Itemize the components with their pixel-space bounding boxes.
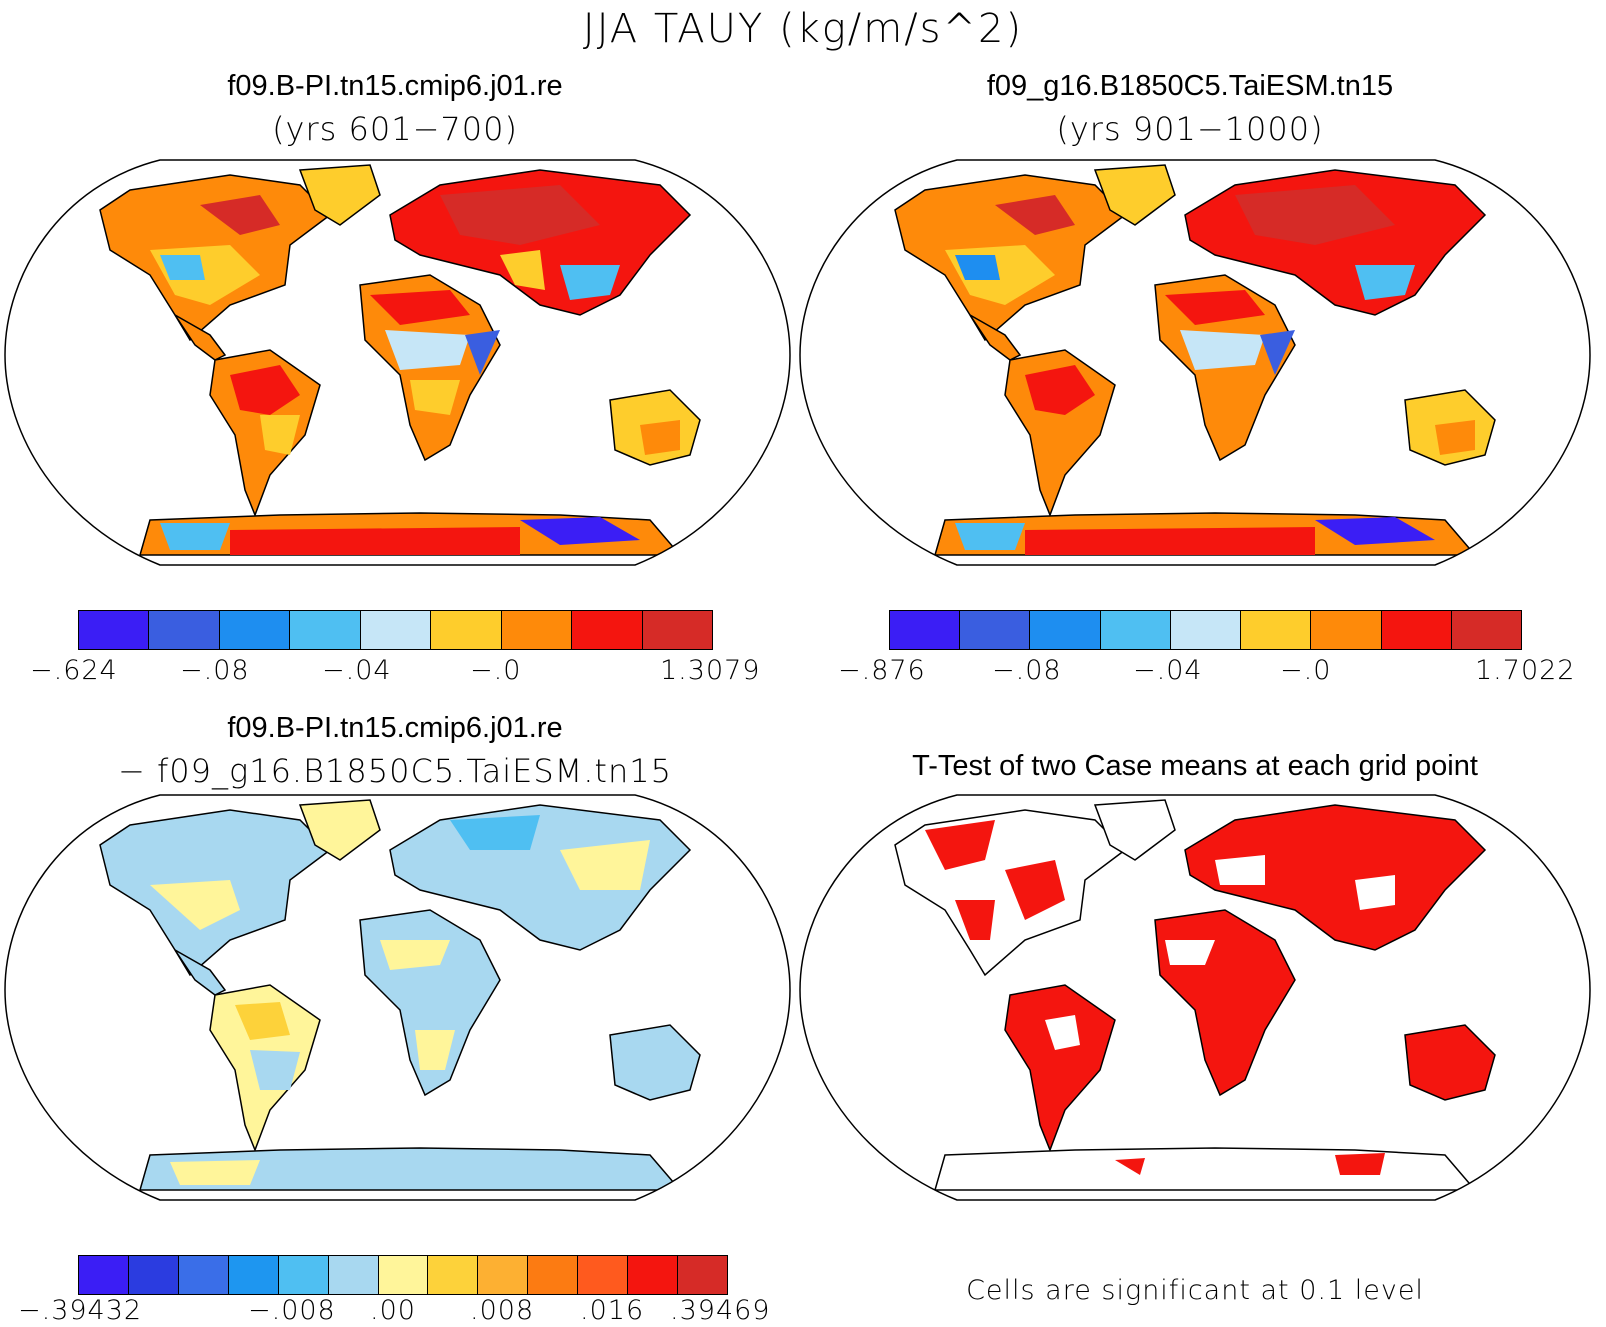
colorbar-2-swatch [1170, 611, 1242, 649]
colorbar-3-swatch [528, 1256, 579, 1294]
colorbar-3 [78, 1255, 728, 1295]
colorbar-1-label-4: 1.3079 [660, 655, 761, 686]
colorbar-3-swatch [578, 1256, 629, 1294]
colorbar-2-swatch [890, 611, 961, 649]
colorbar-2-label-0: −.876 [838, 655, 926, 686]
colorbar-1-swatch [501, 611, 573, 649]
colorbar-1-label-1: −.08 [180, 655, 250, 686]
colorbar-3-swatch [428, 1256, 479, 1294]
colorbar-3-swatch [328, 1256, 379, 1294]
figure-title: JJA TAUY (kg/m/s^2) [582, 6, 1024, 52]
colorbar-1-swatch [360, 611, 432, 649]
map-panel-1 [4, 159, 791, 566]
panel3-subtitle: − f09_g16.B1850C5.TaiESM.tn15 [118, 752, 672, 790]
colorbar-3-swatch [79, 1256, 129, 1294]
colorbar-3-label-4: .016 [580, 1295, 645, 1326]
colorbar-2-swatch [960, 611, 1031, 649]
colorbar-3-swatch [378, 1256, 429, 1294]
colorbar-1-label-3: −.0 [470, 655, 522, 686]
colorbar-2 [889, 610, 1522, 650]
panel4-title: T-Test of two Case means at each grid po… [912, 750, 1478, 782]
colorbar-3-swatch [278, 1256, 329, 1294]
colorbar-2-swatch [1451, 611, 1521, 649]
map-panel-4 [799, 794, 1591, 1201]
colorbar-3-swatch [228, 1256, 279, 1294]
colorbar-2-swatch [1311, 611, 1382, 649]
colorbar-1-swatch [642, 611, 712, 649]
colorbar-2-swatch [1241, 611, 1312, 649]
colorbar-3-swatch [678, 1256, 727, 1294]
colorbar-1-swatch [219, 611, 291, 649]
colorbar-1-swatch [149, 611, 220, 649]
colorbar-3-swatch [628, 1256, 679, 1294]
colorbar-3-label-2: .00 [370, 1295, 416, 1326]
colorbar-1-swatch [290, 611, 361, 649]
colorbar-2-label-4: 1.7022 [1475, 655, 1576, 686]
colorbar-3-label-0: −.39432 [18, 1295, 143, 1326]
colorbar-1-label-0: −.624 [30, 655, 118, 686]
map-panel-3 [4, 794, 791, 1201]
colorbar-2-label-2: −.04 [1133, 655, 1203, 686]
panel1-subtitle: (yrs 601−700) [272, 110, 518, 148]
colorbar-1-swatch [79, 611, 150, 649]
significance-note: Cells are significant at 0.1 level [966, 1275, 1424, 1306]
colorbar-1 [78, 610, 713, 650]
colorbar-3-label-3: .008 [470, 1295, 535, 1326]
colorbar-3-swatch [478, 1256, 529, 1294]
colorbar-3-swatch [128, 1256, 179, 1294]
colorbar-1-swatch [572, 611, 643, 649]
colorbar-3-label-5: .39469 [670, 1295, 771, 1326]
colorbar-3-swatch [178, 1256, 229, 1294]
colorbar-3-label-1: −.008 [248, 1295, 336, 1326]
colorbar-2-swatch [1030, 611, 1101, 649]
panel2-subtitle: (yrs 901−1000) [1056, 110, 1324, 148]
colorbar-2-label-1: −.08 [992, 655, 1062, 686]
panel3-title: f09.B-PI.tn15.cmip6.j01.re [227, 712, 563, 744]
colorbar-2-swatch [1100, 611, 1171, 649]
map-panel-2 [799, 159, 1591, 566]
colorbar-2-swatch [1381, 611, 1452, 649]
panel2-title: f09_g16.B1850C5.TaiESM.tn15 [986, 70, 1394, 102]
colorbar-1-label-2: −.04 [322, 655, 392, 686]
panel1-title: f09.B-PI.tn15.cmip6.j01.re [227, 70, 563, 102]
colorbar-2-label-3: −.0 [1280, 655, 1332, 686]
colorbar-1-swatch [431, 611, 502, 649]
